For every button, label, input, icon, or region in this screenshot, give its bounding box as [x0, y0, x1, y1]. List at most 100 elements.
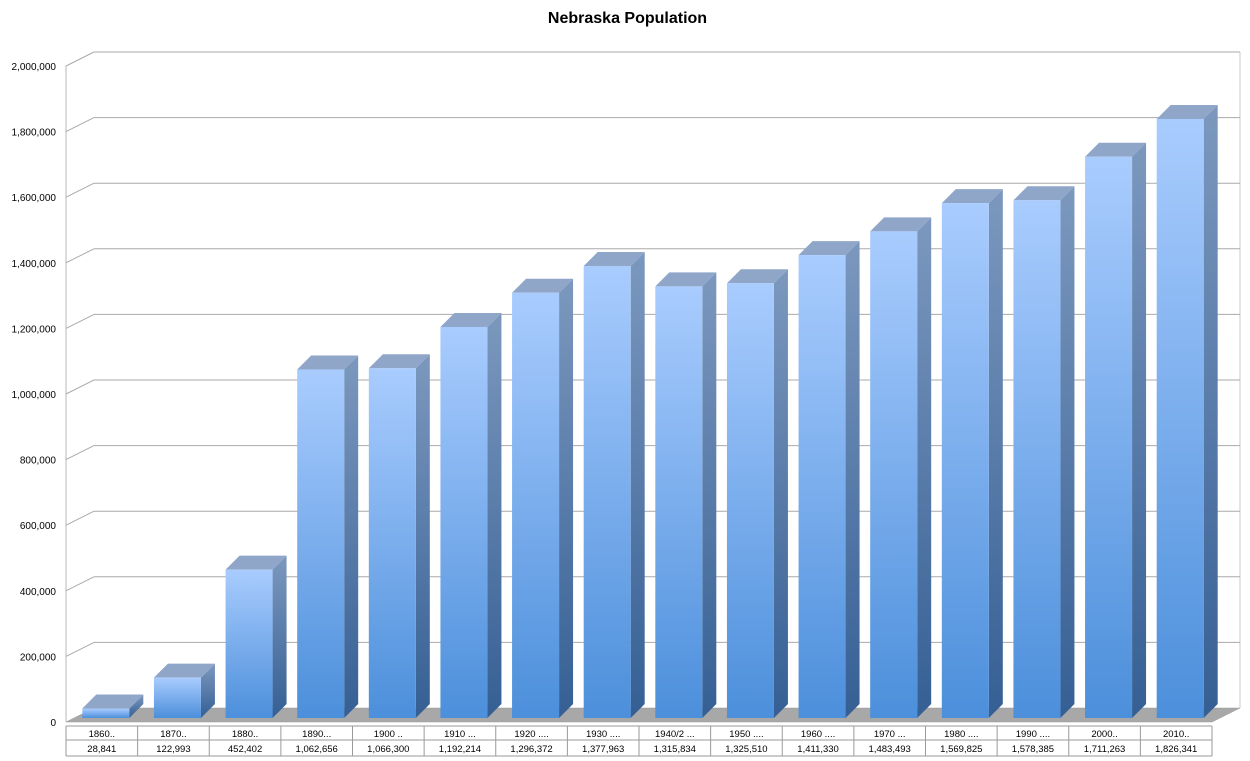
- x-category-label: 1940/2 ...: [655, 729, 695, 740]
- bar-top: [153, 663, 215, 678]
- bar-value-label: 28,841: [87, 744, 116, 755]
- y-tick-label: 1,200,000: [12, 324, 57, 335]
- bar-value-label: 1,315,834: [654, 744, 696, 755]
- bar-side: [559, 278, 574, 718]
- bar-value-label: 1,578,385: [1012, 744, 1054, 755]
- x-category-label: 1990 ....: [1016, 729, 1050, 740]
- bar: [225, 555, 287, 718]
- bar: [297, 355, 359, 718]
- bar: [583, 252, 645, 718]
- x-category-label: 1870..: [160, 729, 186, 740]
- bar-front: [941, 203, 989, 718]
- bar: [440, 312, 502, 718]
- bar: [153, 663, 215, 718]
- bar-side: [272, 555, 287, 718]
- bar: [726, 269, 788, 718]
- y-tick-label: 0: [50, 718, 56, 729]
- bar-front: [512, 292, 560, 718]
- bar-front: [297, 369, 345, 718]
- bar-value-label: 452,402: [228, 744, 262, 755]
- bar-top: [440, 312, 502, 327]
- chart-title: Nebraska Population: [547, 10, 708, 27]
- bar-top: [1085, 142, 1147, 157]
- bar-side: [1203, 104, 1218, 719]
- x-category-label: 1910 ...: [444, 729, 476, 740]
- bar-front: [583, 266, 631, 718]
- bar: [1085, 142, 1147, 718]
- bar-side: [702, 272, 717, 718]
- bar-value-label: 1,325,510: [725, 744, 767, 755]
- bar-side: [773, 269, 788, 718]
- gridline-diagonal: [65, 51, 95, 67]
- bar-side: [917, 217, 932, 718]
- gridline-diagonal: [65, 313, 95, 329]
- bar-front: [1085, 156, 1133, 718]
- bar-top: [368, 354, 430, 369]
- bar-side: [845, 241, 860, 719]
- bar: [798, 241, 860, 719]
- x-category-label: 1890...: [302, 729, 331, 740]
- x-category-label: 2010..: [1163, 729, 1189, 740]
- bar-front: [82, 708, 130, 718]
- y-tick-label: 1,600,000: [12, 193, 57, 204]
- bar-side: [630, 252, 645, 718]
- x-category-label: 1920 ....: [514, 729, 548, 740]
- bar-front: [225, 569, 273, 718]
- bar-top: [297, 355, 359, 370]
- bar-side: [344, 355, 359, 718]
- bar-side: [1060, 186, 1075, 718]
- x-category-label: 1960 ....: [801, 729, 835, 740]
- bar-top: [1013, 186, 1075, 201]
- bar-side: [415, 354, 430, 718]
- bars: [82, 104, 1218, 719]
- bar-side: [487, 312, 502, 718]
- bar-value-label: 1,066,300: [367, 744, 409, 755]
- bar: [655, 272, 717, 718]
- bar-top: [870, 217, 932, 232]
- bar-side: [200, 663, 215, 718]
- x-category-label: 1880..: [232, 729, 258, 740]
- gridline-diagonal: [65, 379, 95, 395]
- bar: [82, 694, 144, 718]
- bar-top: [1156, 104, 1218, 119]
- bar-front: [870, 231, 918, 718]
- x-category-label: 1860..: [89, 729, 115, 740]
- y-tick-label: 2,000,000: [12, 62, 57, 73]
- bar: [1013, 186, 1075, 718]
- bar-top: [82, 694, 144, 709]
- bar-side: [129, 694, 144, 718]
- bar-top: [512, 278, 574, 293]
- y-axis-tick-labels: 0 200,000 400,000 600,000 800,000 1,000,000 1,…: [12, 62, 57, 729]
- bar-value-label: 1,192,214: [439, 744, 481, 755]
- x-category-label: 1900 ..: [374, 729, 403, 740]
- bar-front: [153, 677, 201, 718]
- bar: [941, 189, 1003, 718]
- bar-value-label: 122,993: [156, 744, 190, 755]
- bar: [512, 278, 574, 718]
- bar-side: [988, 189, 1003, 718]
- x-category-label: 1980 ....: [944, 729, 978, 740]
- y-tick-label: 400,000: [20, 587, 57, 598]
- bar-value-label: 1,296,372: [510, 744, 552, 755]
- bar-top: [655, 272, 717, 287]
- bar-front: [368, 368, 416, 718]
- x-category-label: 2000..: [1091, 729, 1117, 740]
- bar-value-label: 1,377,963: [582, 744, 624, 755]
- bar-front: [440, 326, 488, 718]
- bar-side: [1132, 142, 1147, 718]
- gridline-diagonal: [65, 182, 95, 198]
- gridline-diagonal: [65, 445, 95, 461]
- bar: [870, 217, 932, 718]
- bar-value-label: 1,826,341: [1155, 744, 1197, 755]
- gridline-diagonal: [65, 641, 95, 657]
- gridline-diagonal: [65, 510, 95, 526]
- y-tick-label: 1,800,000: [12, 128, 57, 139]
- gridline-diagonal: [65, 248, 95, 264]
- bar-front: [798, 255, 846, 719]
- y-tick-label: 800,000: [20, 456, 57, 467]
- bar-front: [655, 286, 703, 718]
- bar-value-label: 1,411,330: [797, 744, 839, 755]
- x-category-label: 1930 ....: [586, 729, 620, 740]
- bar-top: [941, 189, 1003, 204]
